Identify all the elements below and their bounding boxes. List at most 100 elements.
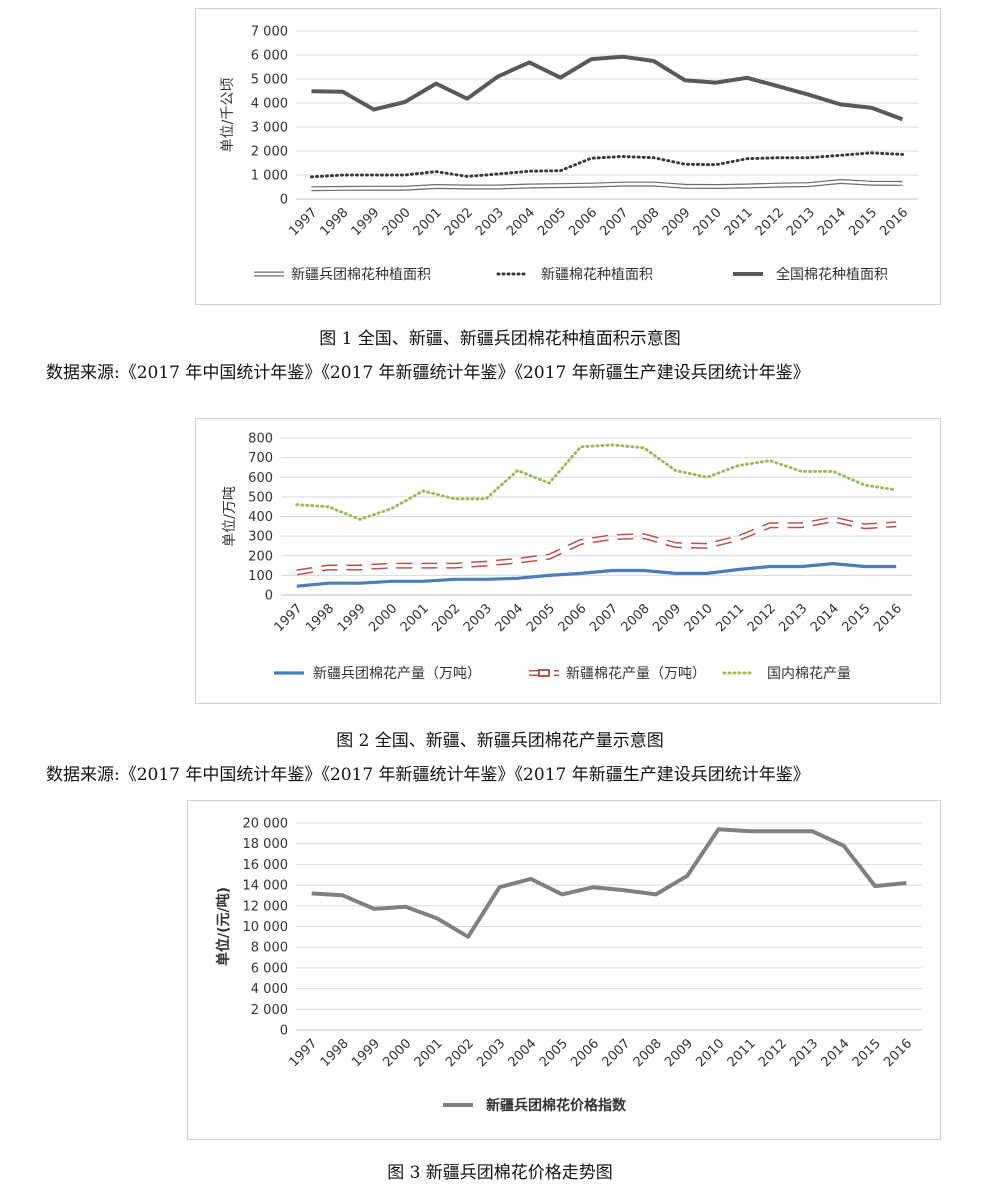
y-tick-label: 4 000 bbox=[251, 97, 288, 112]
x-tick-label: 2008 bbox=[619, 601, 653, 635]
y-tick-label: 1 000 bbox=[251, 169, 288, 184]
x-tick-label: 2016 bbox=[871, 601, 905, 635]
y-tick-label: 14 000 bbox=[243, 879, 289, 894]
legend-label: 新疆兵团棉花种植面积 bbox=[291, 266, 431, 283]
y-tick-label: 6 000 bbox=[251, 961, 288, 976]
x-tick-label: 2001 bbox=[398, 601, 432, 635]
x-tick-label: 2006 bbox=[556, 601, 590, 635]
series-line-0-inner bbox=[311, 180, 903, 190]
x-tick-label: 2010 bbox=[691, 205, 725, 239]
x-tick-label: 2014 bbox=[815, 205, 849, 239]
x-tick-label: 2004 bbox=[504, 205, 538, 239]
legend-label: 新疆棉花产量（万吨） bbox=[566, 665, 706, 682]
y-tick-label: 300 bbox=[248, 530, 273, 545]
y-tick-label: 7 000 bbox=[251, 25, 288, 40]
chart-1: 0 1 000 2 000 3 000 4 000 5 000 6 000 7 000 1997… bbox=[195, 8, 941, 305]
legend-label: 新疆兵团棉花产量（万吨） bbox=[313, 665, 481, 682]
legend-marker-1 bbox=[538, 669, 550, 677]
y-tick-label: 100 bbox=[248, 569, 273, 584]
x-tick-label: 2015 bbox=[850, 1036, 884, 1070]
y-tick-label: 400 bbox=[248, 510, 273, 525]
x-tick-label: 1999 bbox=[349, 1036, 383, 1070]
figure-1-caption: 图 1 全国、新疆、新疆兵团棉花种植面积示意图 bbox=[319, 329, 681, 349]
x-tick-label: 2012 bbox=[753, 205, 787, 239]
x-tick-label: 2013 bbox=[776, 601, 810, 635]
figure-2-source: 数据来源:《2017 年中国统计年鉴》《2017 年新疆统计年鉴》《2017 年… bbox=[46, 765, 810, 785]
x-tick-label: 1998 bbox=[303, 601, 337, 635]
x-tick-label: 2003 bbox=[473, 205, 507, 239]
y-tick-label: 500 bbox=[248, 490, 273, 505]
x-tick-label: 2014 bbox=[819, 1036, 853, 1070]
y-axis-label: 单位/(元/吨) bbox=[215, 887, 232, 966]
series-line-0 bbox=[311, 827, 907, 939]
series-line-1 bbox=[310, 151, 904, 179]
series-line-2 bbox=[295, 443, 898, 521]
figure-3-caption: 图 3 新疆兵团棉花价格走势图 bbox=[387, 1163, 613, 1183]
x-tick-label: 2006 bbox=[566, 205, 600, 239]
x-tick-label: 2008 bbox=[631, 1036, 665, 1070]
chart-2-svg: 0100200300400500600700800199719981999200… bbox=[222, 432, 912, 682]
y-tick-label: 200 bbox=[248, 549, 273, 564]
x-tick-label: 1998 bbox=[318, 1036, 352, 1070]
y-tick-label: 12 000 bbox=[243, 899, 289, 914]
x-tick-label: 2004 bbox=[492, 601, 526, 635]
x-tick-label: 2000 bbox=[380, 205, 414, 239]
x-tick-label: 1999 bbox=[349, 205, 383, 239]
x-tick-label: 2009 bbox=[650, 601, 684, 635]
x-tick-label: 2007 bbox=[597, 205, 631, 239]
series-line-1-inner bbox=[296, 517, 897, 574]
x-tick-label: 2004 bbox=[506, 1036, 540, 1070]
y-tick-label: 16 000 bbox=[243, 858, 289, 873]
y-tick-label: 0 bbox=[280, 1024, 288, 1039]
y-tick-label: 5 000 bbox=[251, 73, 288, 88]
x-tick-label: 2012 bbox=[756, 1036, 790, 1070]
figure-2-caption: 图 2 全国、新疆、新疆兵团棉花产量示意图 bbox=[336, 731, 664, 751]
x-tick-label: 2005 bbox=[537, 1036, 571, 1070]
x-tick-label: 2015 bbox=[839, 601, 873, 635]
x-tick-label: 2001 bbox=[411, 205, 445, 239]
legend-label: 全国棉花种植面积 bbox=[776, 266, 888, 283]
y-tick-label: 3 000 bbox=[251, 121, 288, 136]
series-line-2 bbox=[311, 54, 904, 122]
y-tick-label: 0 bbox=[265, 589, 273, 604]
y-tick-label: 4 000 bbox=[251, 982, 288, 997]
figure-1-source: 数据来源:《2017 年中国统计年鉴》《2017 年新疆统计年鉴》《2017 年… bbox=[46, 363, 810, 383]
x-tick-label: 1998 bbox=[317, 205, 351, 239]
x-tick-label: 2011 bbox=[725, 1036, 759, 1070]
x-tick-label: 2010 bbox=[682, 601, 716, 635]
x-tick-label: 1999 bbox=[335, 601, 369, 635]
x-tick-label: 2016 bbox=[877, 205, 911, 239]
chart-2: 0 100 200 300 400 500 600 700 800 1997 1998 1999 200… bbox=[195, 418, 941, 704]
y-tick-label: 6 000 bbox=[251, 49, 288, 64]
x-tick-label: 2011 bbox=[713, 601, 747, 635]
x-tick-label: 2009 bbox=[660, 205, 694, 239]
legend-label: 新疆棉花种植面积 bbox=[541, 266, 653, 283]
x-tick-label: 2011 bbox=[722, 205, 756, 239]
x-tick-label: 2002 bbox=[442, 205, 476, 239]
y-tick-label: 10 000 bbox=[243, 920, 289, 935]
x-tick-label: 2000 bbox=[366, 601, 400, 635]
y-tick-label: 2 000 bbox=[251, 145, 288, 160]
x-tick-label: 2007 bbox=[587, 601, 621, 635]
chart-3-svg: 0 2 000 4 000 6 000 8 000 10 000 12 000 14 000 1… bbox=[215, 817, 922, 1114]
y-tick-label: 2 000 bbox=[251, 1003, 288, 1018]
x-tick-label: 2007 bbox=[599, 1036, 633, 1070]
x-tick-label: 2002 bbox=[443, 1036, 477, 1070]
y-tick-label: 800 bbox=[248, 432, 273, 447]
x-tick-label: 2008 bbox=[628, 205, 662, 239]
x-tick-label: 2006 bbox=[568, 1036, 602, 1070]
x-tick-label: 2005 bbox=[524, 601, 558, 635]
y-axis-label: 单位/万吨 bbox=[222, 486, 238, 547]
series-line-0 bbox=[296, 562, 897, 588]
x-tick-label: 2002 bbox=[429, 601, 463, 635]
legend-label: 新疆兵团棉花价格指数 bbox=[486, 1097, 627, 1114]
y-tick-label: 18 000 bbox=[243, 837, 289, 852]
x-tick-label: 2010 bbox=[693, 1036, 727, 1070]
x-tick-label: 1997 bbox=[272, 601, 306, 635]
x-tick-label: 2014 bbox=[808, 601, 842, 635]
y-tick-label: 0 bbox=[280, 193, 288, 208]
x-tick-label: 1997 bbox=[286, 1036, 320, 1070]
legend-label: 国内棉花产量 bbox=[767, 665, 851, 682]
x-tick-label: 2013 bbox=[787, 1036, 821, 1070]
x-tick-label: 2016 bbox=[881, 1036, 915, 1070]
